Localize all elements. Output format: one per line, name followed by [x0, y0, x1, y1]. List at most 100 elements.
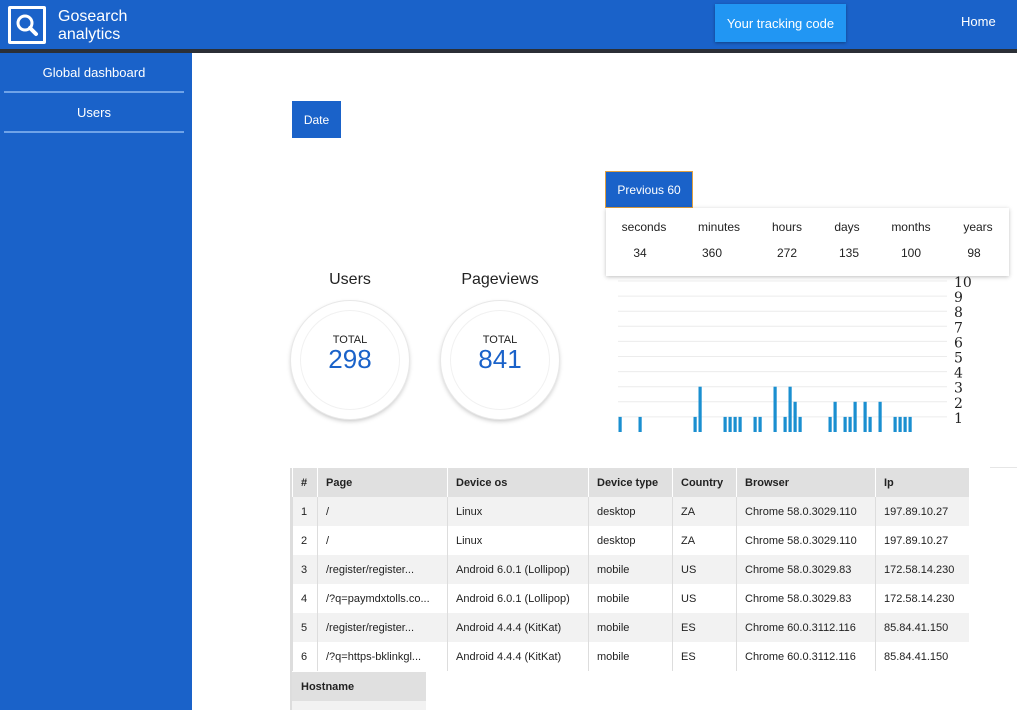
- cell-country: US: [672, 584, 737, 613]
- period-value: 360: [701, 246, 723, 260]
- table-row[interactable]: 5 /register/register... Android 4.4.4 (K…: [292, 613, 969, 642]
- cell-index: 3: [292, 555, 318, 584]
- chart-y-tick-label: 2: [954, 396, 963, 412]
- chart-bar[interactable]: [798, 416, 802, 432]
- chart-bar[interactable]: [723, 416, 727, 432]
- chart-y-tick-label: 1: [954, 411, 963, 427]
- cell-browser: Chrome 58.0.3029.83: [736, 555, 876, 584]
- chart-bar[interactable]: [893, 416, 897, 432]
- chart-y-tick-label: 5: [954, 351, 963, 367]
- column-header-page[interactable]: Page: [317, 468, 448, 497]
- chart-bar[interactable]: [773, 386, 777, 432]
- chart-y-tick-label: 3: [954, 381, 963, 397]
- users-total-value: 298: [328, 344, 372, 374]
- table-row[interactable]: 2 / Linux desktop ZA Chrome 58.0.3029.11…: [292, 526, 969, 555]
- period-value: 98: [967, 246, 981, 260]
- sidebar-item-global-dashboard[interactable]: Global dashboard: [4, 53, 184, 93]
- cell-device-os: Android 6.0.1 (Lollipop): [447, 584, 589, 613]
- cell-device-os: Android 4.4.4 (KitKat): [447, 642, 589, 671]
- cell-page: /?q=paymdxtolls.co...: [317, 584, 448, 613]
- visits-table: # Page Device os Device type Country Bro…: [292, 468, 969, 671]
- chart-bar[interactable]: [728, 416, 732, 432]
- hostname-column-header[interactable]: Hostname: [292, 672, 426, 701]
- period-value: 34: [633, 246, 647, 260]
- chart-bar[interactable]: [898, 416, 902, 432]
- period-label: hours: [771, 220, 803, 234]
- chart-bar[interactable]: [863, 401, 867, 432]
- cell-country: US: [672, 555, 737, 584]
- chart-bar[interactable]: [828, 416, 832, 432]
- chart-bar[interactable]: [843, 416, 847, 432]
- cell-device-os: Android 6.0.1 (Lollipop): [447, 555, 589, 584]
- home-link[interactable]: Home: [961, 14, 996, 29]
- brand-name[interactable]: Gosearch analytics: [58, 8, 127, 44]
- chart-bar[interactable]: [693, 416, 697, 432]
- chart-bar[interactable]: [698, 386, 702, 432]
- chart-y-tick-label: 8: [954, 305, 963, 321]
- chart-bar[interactable]: [908, 416, 912, 432]
- column-header-browser[interactable]: Browser: [736, 468, 876, 497]
- table-row[interactable]: 4 /?q=paymdxtolls.co... Android 6.0.1 (L…: [292, 584, 969, 613]
- navbar-divider: [0, 49, 1017, 53]
- cell-country: ES: [672, 642, 737, 671]
- chart-bar[interactable]: [783, 416, 787, 432]
- cell-ip: 172.58.14.230: [875, 584, 969, 613]
- table-row[interactable]: 6 /?q=https-bklinkgl... Android 4.4.4 (K…: [292, 642, 969, 671]
- previous-period-button[interactable]: Previous 60: [605, 171, 693, 208]
- chart-bar[interactable]: [853, 401, 857, 432]
- chart-bar[interactable]: [788, 386, 792, 432]
- chart-bar[interactable]: [868, 416, 872, 432]
- cell-ip: 172.58.14.230: [875, 555, 969, 584]
- table-row[interactable]: 3 /register/register... Android 6.0.1 (L…: [292, 555, 969, 584]
- cell-page: /: [317, 497, 448, 526]
- cell-ip: 85.84.41.150: [875, 613, 969, 642]
- column-header-device-type[interactable]: Device type: [588, 468, 673, 497]
- chart-bar[interactable]: [638, 416, 642, 432]
- column-header-index[interactable]: #: [292, 468, 318, 497]
- chart-bar[interactable]: [833, 401, 837, 432]
- chart-bar[interactable]: [878, 401, 882, 432]
- sidebar-item-users[interactable]: Users: [4, 93, 184, 133]
- chart-bar[interactable]: [903, 416, 907, 432]
- date-button[interactable]: Date: [292, 101, 341, 138]
- ring-inner: [300, 310, 400, 410]
- chart-y-tick-label: 10: [954, 275, 972, 291]
- chart-bar[interactable]: [733, 416, 737, 432]
- cell-page: /?q=https-bklinkgl...: [317, 642, 448, 671]
- cell-index: 4: [292, 584, 318, 613]
- tracking-code-button[interactable]: Your tracking code: [715, 4, 846, 42]
- brand-line-2: analytics: [58, 26, 121, 43]
- chart-bar[interactable]: [758, 416, 762, 432]
- logo[interactable]: [8, 6, 46, 44]
- table-row[interactable]: 1 / Linux desktop ZA Chrome 58.0.3029.11…: [292, 497, 969, 526]
- sidebar: Global dashboard Users: [0, 53, 192, 710]
- cell-browser: Chrome 58.0.3029.110: [736, 497, 876, 526]
- cell-index: 5: [292, 613, 318, 642]
- period-label: seconds: [621, 220, 667, 234]
- column-header-country[interactable]: Country: [672, 468, 737, 497]
- cell-device-os: Android 4.4.4 (KitKat): [447, 613, 589, 642]
- pageviews-total-value: 841: [478, 344, 522, 374]
- period-dropdown: seconds 34 minutes 360 hours 272 days 13…: [606, 208, 1009, 276]
- column-header-ip[interactable]: Ip: [875, 468, 969, 497]
- cell-browser: Chrome 58.0.3029.83: [736, 584, 876, 613]
- users-stat-title: Users: [329, 271, 371, 288]
- cell-device-type: mobile: [588, 555, 673, 584]
- column-header-device-os[interactable]: Device os: [447, 468, 589, 497]
- cell-page: /: [317, 526, 448, 555]
- period-value: 135: [838, 246, 860, 260]
- cell-device-os: Linux: [447, 497, 589, 526]
- chart-y-tick-label: 7: [954, 320, 963, 336]
- chart-bar[interactable]: [738, 416, 742, 432]
- chart-bar[interactable]: [753, 416, 757, 432]
- chart-bar[interactable]: [618, 416, 622, 432]
- period-label: days: [834, 220, 860, 234]
- chart-bar[interactable]: [848, 416, 852, 432]
- cell-page: /register/register...: [317, 613, 448, 642]
- cell-country: ZA: [672, 497, 737, 526]
- cell-page: /register/register...: [317, 555, 448, 584]
- chart-y-tick-label: 9: [954, 290, 963, 306]
- chart-bar[interactable]: [793, 401, 797, 432]
- period-label: minutes: [697, 220, 741, 234]
